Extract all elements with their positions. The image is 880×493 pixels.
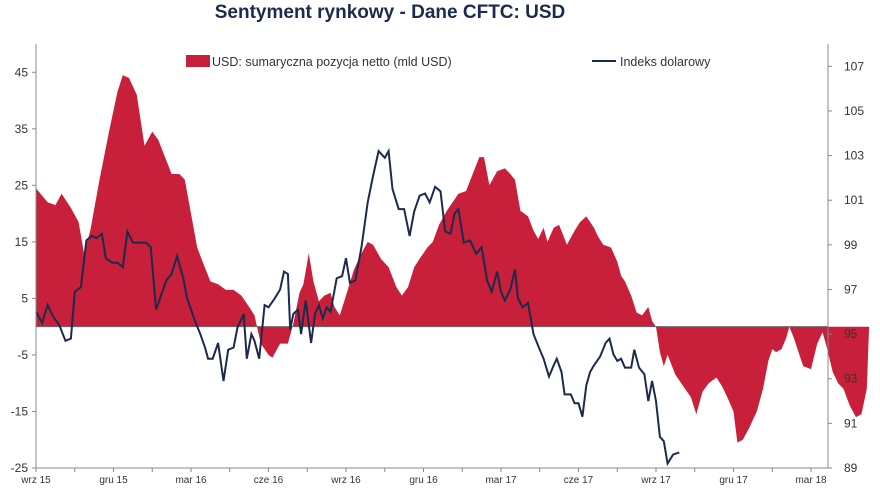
right-tick-label: 93 <box>844 372 858 386</box>
left-tick-label: -25 <box>11 461 29 475</box>
left-tick-label: 25 <box>15 178 29 192</box>
right-y-ticks: 107 105 103 101 99 97 95 93 91 89 <box>828 59 864 475</box>
right-tick-label: 107 <box>844 59 864 73</box>
x-tick-label: mar 18 <box>795 475 827 486</box>
left-tick-label: 45 <box>15 65 29 79</box>
legend: USD: sumaryczna pozycja netto (mld USD) … <box>186 55 711 69</box>
x-tick-label: mar 17 <box>485 475 517 486</box>
x-tick-label: cze 17 <box>564 475 594 486</box>
x-tick-label: mar 16 <box>175 475 207 486</box>
left-tick-label: 35 <box>15 122 29 136</box>
right-tick-label: 97 <box>844 282 858 296</box>
right-tick-label: 103 <box>844 149 864 163</box>
x-tick-label: cze 16 <box>254 475 284 486</box>
dollar-index-line <box>35 147 680 467</box>
x-tick-label: wrz 15 <box>20 475 51 486</box>
right-tick-label: 105 <box>844 104 864 118</box>
left-y-ticks: 45 35 25 15 5 -5 -15 -25 <box>11 65 36 475</box>
right-tick-label: 95 <box>844 327 858 341</box>
right-tick-label: 89 <box>844 461 858 475</box>
x-tick-label: wrz 16 <box>330 475 361 486</box>
chart-title: Sentyment rynkowy - Dane CFTC: USD <box>214 2 566 23</box>
x-tick-label: gru 15 <box>99 475 128 486</box>
left-tick-label: 15 <box>15 235 29 249</box>
x-tick-label: wrz 17 <box>640 475 671 486</box>
right-tick-label: 101 <box>844 193 864 207</box>
x-ticks: wrz 15 gru 15 mar 16 cze 16 wrz 16 gru 16 mar … <box>20 468 827 486</box>
legend-swatch-net-position <box>186 55 210 67</box>
left-tick-label: -5 <box>17 348 28 362</box>
legend-label-net-position: USD: sumaryczna pozycja netto (mld USD) <box>212 55 452 69</box>
right-tick-label: 99 <box>844 238 858 252</box>
right-tick-label: 91 <box>844 416 858 430</box>
net-position-area <box>36 75 870 443</box>
x-tick-label: gru 17 <box>719 475 748 486</box>
left-tick-label: -15 <box>11 404 29 418</box>
x-tick-label: gru 16 <box>409 475 438 486</box>
legend-label-dollar-index: Indeks dolarowy <box>620 55 711 69</box>
left-tick-label: 5 <box>21 291 28 305</box>
